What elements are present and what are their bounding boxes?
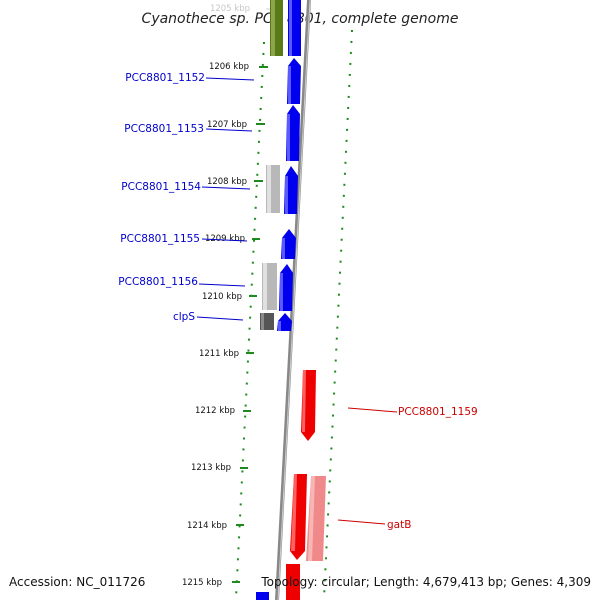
tick-label: 1210 kbp [202,292,242,302]
gene-label: clpS [173,311,195,323]
tick-label: 1214 kbp [187,521,227,531]
leader-lines [196,77,398,525]
forward-cds-1152 [287,58,301,104]
tick-marks [232,8,274,583]
tick-label: 1211 kbp [199,349,239,359]
gene-label: gatB [387,519,411,531]
forward-cds-bottom [256,592,269,600]
forward-cds-1155 [281,229,296,259]
tick-labels: 1205 kbp 1206 kbp 1207 kbp 1208 kbp 1209… [182,4,250,588]
tick-label: 1212 kbp [195,406,235,416]
gene-label: PCC8801_1152 [125,72,205,84]
accession-text: Accession: NC_011726 [9,575,145,589]
tick-label: 1207 kbp [207,120,247,130]
gene-label: PCC8801_1156 [118,276,198,288]
reverse-cds-gatb [290,474,307,560]
reverse-cds-bottom [286,564,300,600]
right-dotted-ring [323,29,353,599]
dark-feature [260,313,274,330]
forward-cds-1156 [279,264,293,311]
olive-feature [270,0,283,56]
gray-feature-2 [262,263,277,310]
tick-label: 1213 kbp [191,463,231,473]
gene-label: PCC8801_1155 [120,233,200,245]
topology-summary: Topology: circular; Length: 4,679,413 bp… [260,575,591,589]
tick-label: 1206 kbp [209,62,249,72]
gene-label: PCC8801_1159 [398,406,478,418]
genome-backbone [275,0,311,600]
gray-feature-1 [266,165,280,213]
forward-cds-1154 [284,166,298,214]
tick-label: 1205 kbp [210,4,250,14]
left-dotted-ring [235,41,265,599]
tick-label: 1209 kbp [205,234,245,244]
gene-label: PCC8801_1154 [121,181,201,193]
gene-labels: PCC8801_1152 PCC8801_1153 PCC8801_1154 P… [118,72,477,531]
reverse-cds-1159 [301,370,316,441]
reverse-cds-gatb-light [306,476,326,561]
forward-cds-1153 [286,105,300,161]
tick-label: 1208 kbp [207,177,247,187]
gene-label: PCC8801_1153 [124,123,204,135]
forward-cds-1151 [288,0,301,56]
forward-cds-clps [277,313,292,331]
tick-label: 1215 kbp [182,578,222,588]
